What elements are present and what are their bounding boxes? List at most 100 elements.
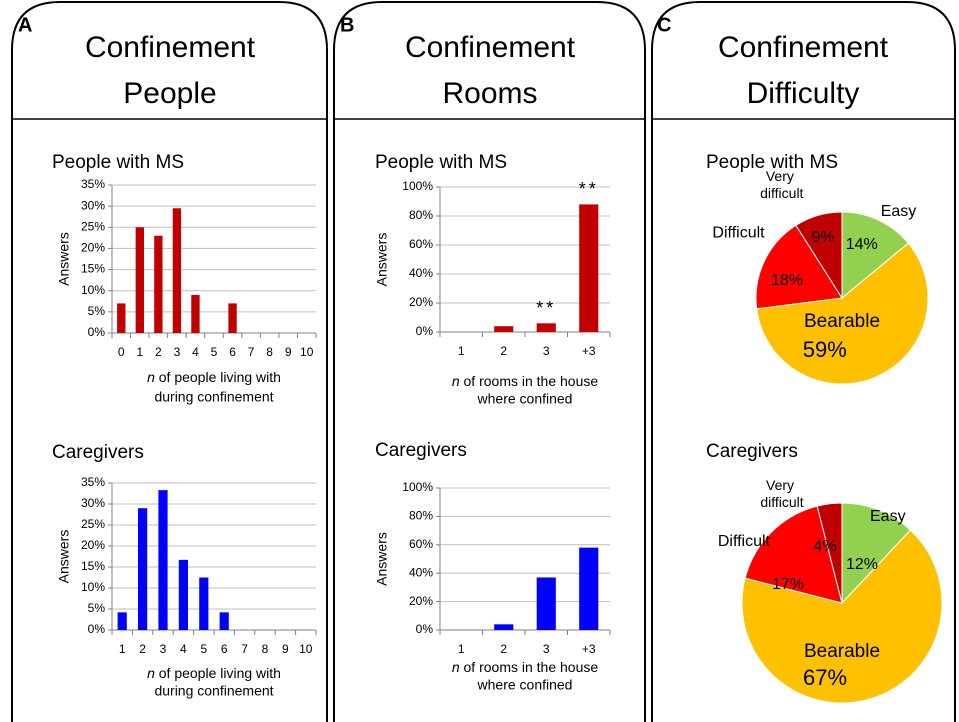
annotation: ** [536, 298, 556, 318]
chart-title: Caregivers [706, 441, 798, 462]
pie-slice [841, 502, 912, 605]
slice-label: Difficult [718, 533, 771, 550]
y-tick-label: 25% [81, 219, 105, 233]
bar [199, 577, 209, 630]
bar [135, 227, 144, 333]
y-tick-label: 20% [81, 538, 105, 552]
x-tick-label: 9 [285, 345, 292, 359]
y-tick-label: 30% [81, 496, 105, 510]
x-tick-label: 6 [229, 345, 236, 359]
x-tick-label: 6 [221, 642, 228, 656]
x-tick-label: 2 [139, 642, 146, 656]
y-tick-label: 80% [409, 208, 433, 222]
chart-title: People with MS [52, 152, 184, 173]
chart-title: Caregivers [52, 442, 144, 463]
x-axis-label: where confined [477, 677, 573, 693]
pie-slice [744, 505, 843, 604]
x-axis-label: n of rooms in the house [452, 373, 599, 389]
bar [117, 303, 126, 333]
x-tick-label: 0 [118, 345, 125, 359]
y-tick-label: 15% [81, 262, 105, 276]
slice-label: Bearable [804, 641, 880, 662]
chart-title: People with MS [375, 152, 507, 173]
y-tick-label: 0% [416, 622, 434, 636]
y-tick-label: 5% [88, 304, 106, 318]
x-tick-label: 8 [262, 642, 269, 656]
y-tick-label: 80% [409, 509, 433, 523]
slice-label: Very difficult [760, 168, 803, 201]
chart-title: People with MS [706, 152, 838, 173]
y-tick-label: 35% [81, 177, 105, 191]
bar [579, 204, 599, 332]
y-axis-label: Answers [56, 232, 72, 286]
x-tick-label: 1 [458, 344, 465, 358]
bar [219, 612, 229, 630]
x-tick-label: +3 [582, 344, 596, 358]
slice-label: Easy [870, 508, 906, 525]
value-label: 59% [803, 337, 847, 362]
pie-slice [795, 211, 843, 300]
slice-label: Easy [881, 203, 917, 220]
value-label: 67% [803, 665, 847, 690]
pie-slice [756, 242, 929, 385]
y-tick-label: 0% [416, 324, 434, 338]
y-tick-label: 25% [81, 517, 105, 531]
slice-label: Bearable [804, 311, 880, 332]
x-tick-label: 3 [543, 344, 550, 358]
x-tick-label: 2 [500, 642, 507, 656]
pie-slice [741, 529, 943, 704]
chart-title: Caregivers [375, 440, 467, 461]
y-tick-label: 60% [409, 537, 433, 551]
panel-frame [11, 1, 328, 722]
value-label: 14% [846, 236, 878, 253]
x-tick-label: 1 [136, 345, 143, 359]
x-tick-label: 5 [211, 345, 218, 359]
y-tick-label: 15% [81, 559, 105, 573]
panel-title: Confinement [718, 31, 889, 64]
x-axis-label: where confined [477, 391, 573, 407]
x-tick-label: 8 [266, 345, 273, 359]
panel-title: Confinement [405, 31, 576, 64]
bar [138, 508, 148, 630]
y-tick-label: 20% [81, 241, 105, 255]
y-tick-label: 30% [81, 198, 105, 212]
y-tick-label: 100% [402, 480, 433, 494]
annotation: ** [579, 179, 599, 199]
x-tick-label: 7 [241, 642, 248, 656]
y-tick-label: 10% [81, 580, 105, 594]
x-tick-label: 9 [282, 642, 289, 656]
y-tick-label: 40% [409, 565, 433, 579]
x-tick-label: +3 [582, 642, 596, 656]
y-tick-label: 35% [81, 475, 105, 489]
panel-letter: B [340, 14, 354, 36]
y-tick-label: 20% [409, 594, 433, 608]
bar [536, 577, 556, 630]
y-axis-label: Answers [374, 532, 390, 586]
value-label: 12% [846, 556, 878, 573]
y-tick-label: 0% [88, 622, 106, 636]
bar [494, 326, 514, 332]
panel-title: Difficulty [747, 77, 860, 110]
x-tick-label: 5 [200, 642, 207, 656]
panel-title: Confinement [85, 31, 256, 64]
x-tick-label: 3 [174, 345, 181, 359]
x-tick-label: 1 [119, 642, 126, 656]
x-axis-label: during confinement [154, 389, 273, 405]
value-label: 4% [813, 538, 836, 555]
bar [172, 208, 182, 333]
y-tick-label: 40% [409, 266, 433, 280]
y-axis-label: Answers [374, 233, 390, 287]
panel-frame [333, 1, 646, 722]
value-label: 17% [772, 576, 804, 593]
bar [117, 612, 127, 630]
x-tick-label: 10 [299, 642, 313, 656]
x-tick-label: 7 [248, 345, 255, 359]
x-axis-label: during confinement [154, 683, 273, 699]
x-axis-label: n of rooms in the house [452, 659, 599, 675]
bar [191, 294, 200, 333]
slice-label: Difficult [712, 225, 765, 242]
bar [228, 303, 237, 333]
y-tick-label: 5% [88, 601, 106, 615]
x-axis-label: n of people living with [147, 665, 281, 681]
